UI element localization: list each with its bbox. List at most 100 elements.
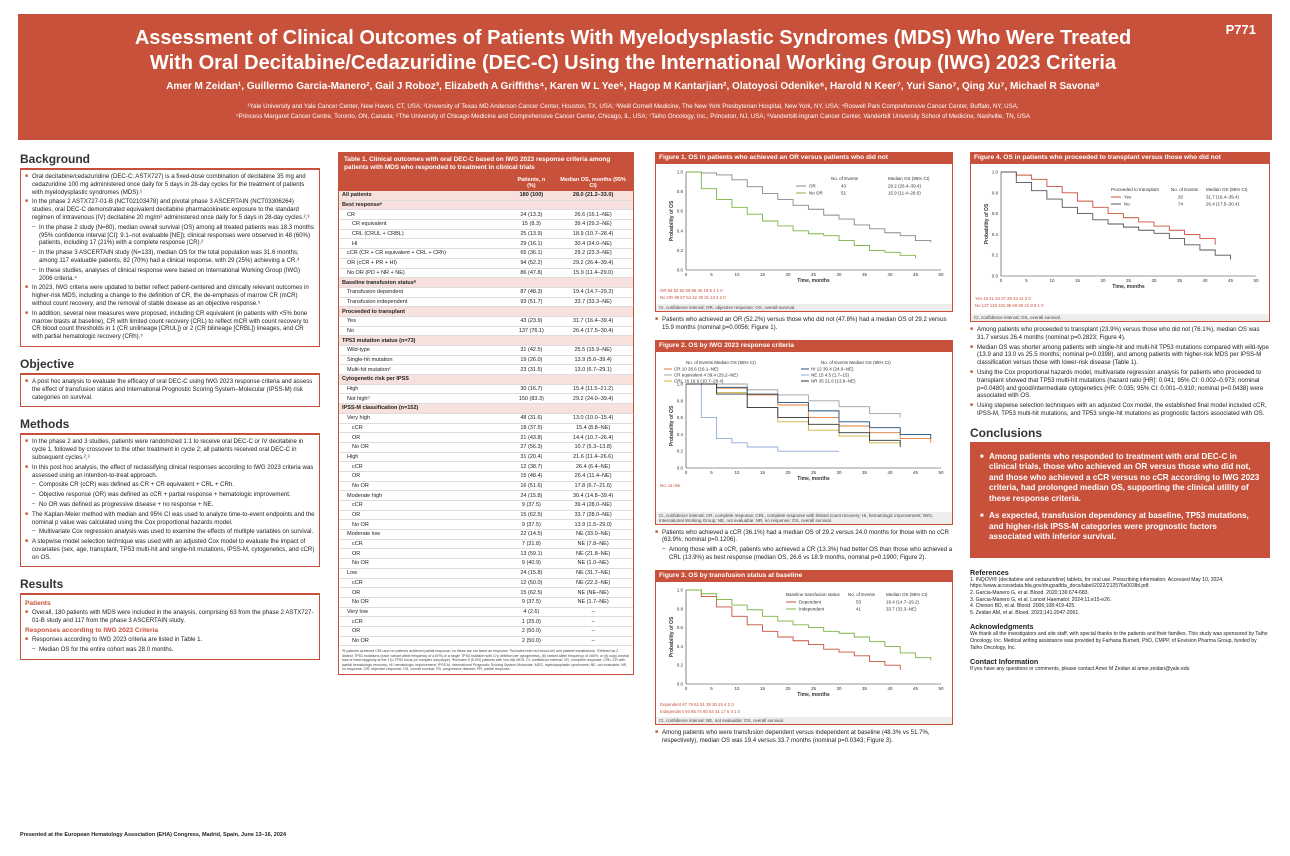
conclusion-bullet: Among patients who responded to treatmen… <box>980 452 1260 505</box>
acknowledgments-text: We thank all the investigators and site … <box>970 631 1268 651</box>
x-tick-label: 35 <box>862 272 868 277</box>
row-label: Cytogenetic risk per IPSS <box>339 374 510 385</box>
y-axis-label: Probability of OS <box>669 405 675 446</box>
median-os-cell: 26.4 (17.5–30.4) <box>553 326 633 337</box>
patients-cell: 25 (13.9) <box>509 229 554 240</box>
figure-4: Figure 4. OS in patients who proceeded t… <box>970 152 1270 418</box>
reference-item: 2. Garcia-Manero G, et al. Blood. 2020;1… <box>970 589 1089 596</box>
table-row: cCR 18 (37.5) 15.4 (8.8–NE) <box>339 423 633 434</box>
table-row: OR 15 (62.5) NE (NE–NE) <box>339 587 633 598</box>
median-os-cell: 28.0 (21.2–33.0) <box>553 191 633 201</box>
median-os-cell: 13.9 (5.6–39.4) <box>553 355 633 366</box>
row-label: cCR <box>339 578 510 589</box>
x-tick-label: 25 <box>1126 278 1132 283</box>
table-1: Table 1. Clinical outcomes with oral DEC… <box>338 152 634 676</box>
patients-cell: 29 (16.1) <box>509 238 554 250</box>
y-tick-label: 0.4 <box>992 232 999 237</box>
patients-cell: 2 (50.0) <box>509 626 554 637</box>
table-row: CR equivalent 15 (8.3) 39.4 (29.2–NE) <box>339 219 633 230</box>
title-line-2: With Oral Decitabine/Cedazuridine (DEC-C… <box>149 52 1117 74</box>
references-section: References 1. INQOVI® (decitabine and ce… <box>970 568 1270 673</box>
table-row: Proceeded to transplant <box>339 306 633 317</box>
table-footnote: ᵃ5 patients achieved CRh and no patients… <box>342 649 630 671</box>
median-os-cell: NE (NE–NE) <box>553 587 633 598</box>
row-label: Wild-type <box>339 345 510 356</box>
legend-label: No <box>1124 202 1130 207</box>
patients-cell: 2 (50.0) <box>509 636 554 647</box>
table-row: Transfusion independent 93 (51.7) 33.7 (33… <box>339 297 633 308</box>
patients-cell: 24 (13.3) <box>509 209 554 221</box>
results-title: Results <box>20 577 320 596</box>
y-tick-label: 0.0 <box>677 465 684 470</box>
patients-cell: 12 (50.0) <box>509 578 554 589</box>
row-label: Moderate high <box>339 490 510 501</box>
row-label: Proceeded to transplant <box>339 306 510 317</box>
x-tick-label: 35 <box>1177 278 1183 283</box>
legend-events: 74 <box>1178 202 1184 207</box>
median-os-cell: 25.5 (15.9–NE) <box>553 345 633 356</box>
median-os-cell: 15.9 (11.4–29.0) <box>553 268 633 279</box>
background-subbullet: In the phase 3 ASCERTAIN study (N=133), … <box>25 249 315 265</box>
reference-item: 3. Garcia-Manero G, et al. Lancet Haemat… <box>970 596 1112 603</box>
figure-4-bullet: Among patients who proceeded to transpla… <box>970 326 1270 342</box>
legend-header: Median OS (95% CI) <box>888 176 930 181</box>
x-tick-label: 10 <box>734 272 740 277</box>
methods-subbullet: Composite CR (cCR) was defined as CR + C… <box>25 481 315 489</box>
median-os-cell: 29.2 (24.0–39.4) <box>553 393 633 405</box>
table-row: No OR 2 (50.0) – <box>339 636 633 647</box>
y-tick-label: 0.2 <box>677 248 684 253</box>
row-label: OR <box>339 510 510 521</box>
contact-text: If you have any questions or comments, p… <box>970 666 1190 673</box>
figure-3-footnote: CI, confidence interval; NE, not evaluab… <box>656 716 952 724</box>
table-row: No OR 27 (56.3) 10.7 (5.3–13.8) <box>339 442 633 453</box>
legend-events: 43 <box>841 184 847 189</box>
x-tick-label: 30 <box>1151 278 1157 283</box>
row-label: Baseline transfusion statusᵇ <box>339 277 510 288</box>
table-row: No OR 9 (37.5) 13.9 (1.5–29.0) <box>339 519 633 531</box>
row-label: OR <box>339 432 510 443</box>
table-row: OR 15 (62.5) 33.7 (28.0–NE) <box>339 510 633 521</box>
figure-1-footnote: CI, confidence interval; OR, objective r… <box>656 304 952 311</box>
legend-header: No. of Events Median OS (95% CI) <box>686 360 756 365</box>
patients-cell <box>509 335 554 346</box>
x-tick-label: 5 <box>710 272 713 277</box>
poster-header: P771 Assessment of Clinical Outcomes of … <box>18 14 1272 140</box>
objective-title: Objective <box>20 357 320 375</box>
median-os-cell <box>553 374 633 385</box>
x-tick-label: 25 <box>811 470 817 475</box>
patients-cell: 1 (25.0) <box>509 616 554 627</box>
km-curve-nr <box>686 383 901 447</box>
patients-cell: 137 (76.1) <box>509 326 554 337</box>
patients-cell <box>509 374 554 385</box>
y-axis-label: Probability of OS <box>669 200 675 241</box>
km-curve-or <box>686 171 932 243</box>
legend-entry: CR 10 26.6 (16.1–NE) <box>674 366 719 371</box>
poster-id: P771 <box>1225 22 1256 37</box>
x-tick-label: 25 <box>811 686 817 691</box>
row-label: Single-hit mutation <box>339 355 510 366</box>
row-label: CR equivalent <box>339 219 510 230</box>
conclusions-section: Conclusions Among patients who responded… <box>970 426 1270 558</box>
row-label: No OR <box>339 442 510 453</box>
legend-header: No. of Events Median OS (95% CI) <box>821 360 891 365</box>
methods-subbullet: Multivariate Cox regression analysis was… <box>25 528 315 536</box>
table-row: OR (cCR + PR + HI) 94 (52.2) 29.2 (26.4–39… <box>339 258 633 269</box>
x-tick-label: 30 <box>836 272 842 277</box>
figure-3-title: Figure 3. OS by transfusion status at ba… <box>655 569 953 581</box>
row-label: Moderate low <box>339 529 510 540</box>
table-row: High 30 (16.7) 15.4 (11.5–21.2) <box>339 384 633 395</box>
table-row: No OR 9 (37.5) NE (1.7–NE) <box>339 597 633 608</box>
median-os-cell: 26.4 (11.4–NE) <box>553 471 633 482</box>
legend-median-os: 33.7 (33.3–NE) <box>886 606 917 611</box>
x-tick-label: 10 <box>734 686 740 691</box>
legend-entry: CR equivalent 4 39.4 (29.2–NE) <box>674 372 738 377</box>
column-2: Table 1. Clinical outcomes with oral DEC… <box>338 152 634 676</box>
row-label: Transfusion dependent <box>339 287 510 298</box>
table-row: High 31 (20.4) 21.6 (11.4–26.6) <box>339 452 633 463</box>
patients-cell: 15 (48.4) <box>509 471 554 482</box>
figure-2: Figure 2. OS by IWG 2023 response criter… <box>655 339 953 562</box>
median-os-cell: 21.6 (11.4–26.6) <box>553 452 633 463</box>
legend-entry: CRL 16 18.9 (10.7–28.4) <box>674 378 724 383</box>
legend-entry: NR 35 21.6 (13.8–NE) <box>811 378 856 383</box>
median-os-cell: – <box>553 636 633 647</box>
